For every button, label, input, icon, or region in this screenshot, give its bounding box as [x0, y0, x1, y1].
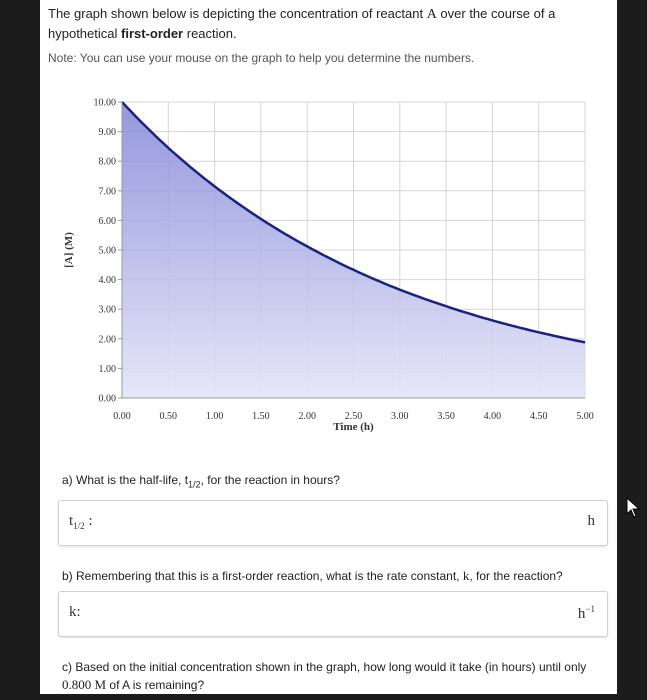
half-life-field-label: t1/2 :: [69, 513, 93, 531]
question-a-subscript: 1/2: [188, 479, 201, 490]
x-tick-label-8: 4.00: [484, 411, 502, 422]
intro-line1-text: The graph shown below is depicting the c…: [48, 6, 427, 21]
intro-line1-end: over the course of a: [436, 6, 556, 21]
question-c: c) Based on the initial concentration sh…: [62, 658, 586, 694]
question-a: a) What is the half-life, t1/2, for the …: [62, 473, 340, 489]
y-tick-label-8: 8.00: [99, 157, 117, 168]
concentration-chart[interactable]: 0.00 1.00 2.00 3.00 4.00 5.00 6.00 7.00 8.00 9.00…: [40, 88, 617, 448]
concentration-area-fill: [122, 102, 585, 398]
y-tick-label-4: 4.00: [99, 275, 117, 286]
question-c-line2: of A is remaining?: [106, 678, 205, 692]
y-tick-label-6: 6.00: [99, 216, 117, 227]
concentration-curve: [121, 101, 586, 344]
half-life-label-main: t: [69, 513, 74, 529]
half-life-label-sub: 1/2: [73, 521, 85, 531]
x-tick-label-1: 0.50: [160, 411, 178, 422]
intro-line2-end: reaction.: [183, 26, 237, 41]
rate-unit-exponent: −1: [585, 604, 595, 614]
rate-constant-field-label: k:: [69, 604, 81, 620]
intro-text: The graph shown below is depicting the c…: [48, 4, 608, 43]
y-axis-label: [A] (M): [63, 232, 75, 268]
y-tick-label-7: 7.00: [99, 186, 117, 197]
y-tick-label-0: 0.00: [99, 394, 117, 405]
half-life-unit: h: [587, 513, 596, 529]
question-c-line1: c) Based on the initial concentration sh…: [62, 660, 587, 674]
y-tick-label-9: 9.00: [99, 127, 117, 138]
question-b: b) Remembering that this is a first-orde…: [62, 568, 563, 584]
x-tick-label-0: 0.00: [113, 411, 131, 422]
rate-unit-main: h: [577, 606, 586, 622]
first-order-emphasis: first-order: [121, 26, 184, 41]
rate-constant-variable: k: [462, 568, 470, 583]
x-tick-label-2: 1.00: [206, 411, 224, 422]
reactant-variable: A: [426, 7, 437, 22]
x-tick-label-5: 2.50: [345, 411, 363, 422]
y-tick-label-1: 1.00: [99, 364, 117, 375]
question-b-text-end: , for the reaction?: [469, 569, 563, 583]
y-tick-labels: 0.00 1.00 2.00 3.00 4.00 5.00 6.00 7.00 8.00 9.00…: [94, 98, 122, 405]
x-tick-label-7: 3.50: [437, 411, 455, 422]
half-life-label-colon: :: [84, 513, 93, 529]
dark-frame-bottom: [0, 694, 647, 700]
x-tick-label-10: 5.00: [576, 411, 594, 422]
x-tick-label-6: 3.00: [391, 411, 409, 422]
dark-frame-right: [617, 0, 647, 700]
intro-line2-text: hypothetical: [48, 26, 121, 41]
mouse-cursor-icon: [626, 497, 641, 518]
dark-frame-left: [0, 0, 40, 700]
y-tick-label-2: 2.00: [99, 334, 117, 345]
x-axis-label: Time (h): [333, 421, 374, 433]
x-tick-label-3: 1.50: [252, 411, 270, 422]
rate-constant-unit: h−1: [578, 604, 595, 623]
rate-constant-answer-field[interactable]: k: h−1: [58, 591, 608, 637]
x-tick-labels: 0.00 0.50 1.00 1.50 2.00 2.50 3.00 3.50 4.00 4.50…: [113, 411, 594, 422]
half-life-answer-field[interactable]: t1/2 : h: [58, 500, 608, 546]
question-panel: The graph shown below is depicting the c…: [40, 0, 617, 694]
question-c-concentration: 0.800 M: [62, 677, 107, 692]
y-tick-label-10: 10.00: [94, 98, 117, 109]
question-a-text: a) What is the half-life, t: [62, 473, 189, 487]
y-tick-label-3: 3.00: [99, 305, 117, 316]
graph-note: Note: You can use your mouse on the grap…: [48, 51, 475, 65]
y-tick-label-5: 5.00: [99, 246, 117, 257]
x-tick-label-9: 4.50: [530, 411, 548, 422]
question-b-text: b) Remembering that this is a first-orde…: [62, 569, 463, 583]
x-tick-label-4: 2.00: [298, 411, 316, 422]
question-a-text-end: , for the reaction in hours?: [200, 473, 340, 487]
